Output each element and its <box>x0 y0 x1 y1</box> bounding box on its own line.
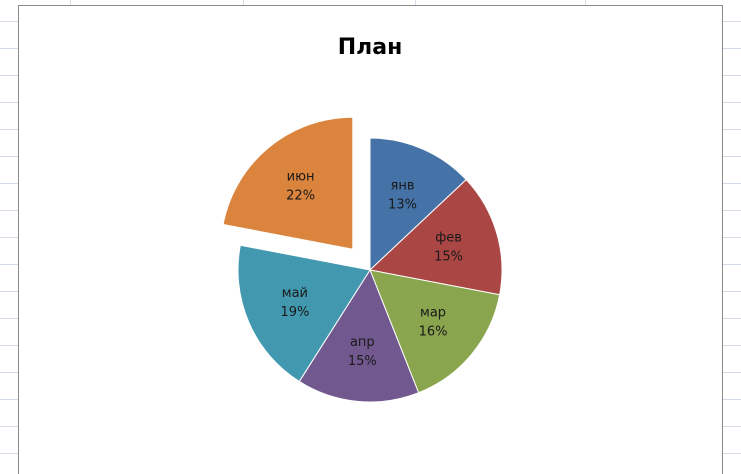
slice-category-label: фев <box>435 231 462 246</box>
slice-value-label: 15% <box>434 250 463 265</box>
slice-category-label: мар <box>420 306 446 321</box>
slice-category-label: апр <box>350 335 375 350</box>
pie: янв 13% фев 15% мар 16% апр 15% май 19% июн 22% <box>222 116 503 403</box>
pie-slice <box>222 116 354 250</box>
pie-slice <box>298 268 420 403</box>
slice-value-label: 22% <box>286 189 315 204</box>
slice-category-label: июн <box>287 170 315 185</box>
pie-slice <box>369 137 467 272</box>
pie-slice <box>237 244 371 383</box>
slice-value-label: 13% <box>388 197 417 212</box>
slice-value-label: 16% <box>419 325 448 340</box>
chart-title: План <box>338 35 403 60</box>
slice-category-label: май <box>282 286 308 301</box>
pie-slice <box>368 178 503 296</box>
pie-slice <box>369 269 501 394</box>
slice-category-label: янв <box>391 178 415 193</box>
slice-value-label: 15% <box>348 354 377 369</box>
slice-value-label: 19% <box>280 305 309 320</box>
